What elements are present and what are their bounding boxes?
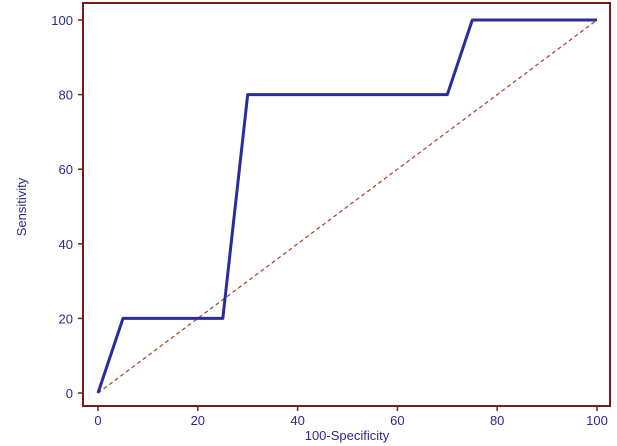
reference-diagonal-line bbox=[97, 19, 598, 394]
y-tick-label: 60 bbox=[59, 162, 73, 177]
x-tick-label: 100 bbox=[586, 413, 608, 428]
x-tick-label: 0 bbox=[94, 413, 101, 428]
plot-frame bbox=[82, 2, 611, 407]
y-tick-label: 80 bbox=[59, 88, 73, 103]
x-axis-title: 100-Specificity bbox=[305, 428, 390, 443]
roc-curve-line bbox=[96, 18, 597, 394]
y-tick-label: 40 bbox=[59, 237, 73, 252]
x-tick-label: 40 bbox=[290, 413, 304, 428]
y-tick-label: 20 bbox=[59, 311, 73, 326]
y-tick-label: 0 bbox=[66, 386, 73, 401]
y-axis-title: Sensitivity bbox=[14, 177, 29, 236]
x-tick-label: 60 bbox=[390, 413, 404, 428]
axis-ticks: 0 20 40 60 80 100 0 20 40 60 80 100 bbox=[51, 13, 608, 428]
x-tick-label: 20 bbox=[191, 413, 205, 428]
y-tick-label: 100 bbox=[51, 13, 73, 28]
x-tick-label: 80 bbox=[490, 413, 504, 428]
series-group bbox=[96, 18, 598, 394]
